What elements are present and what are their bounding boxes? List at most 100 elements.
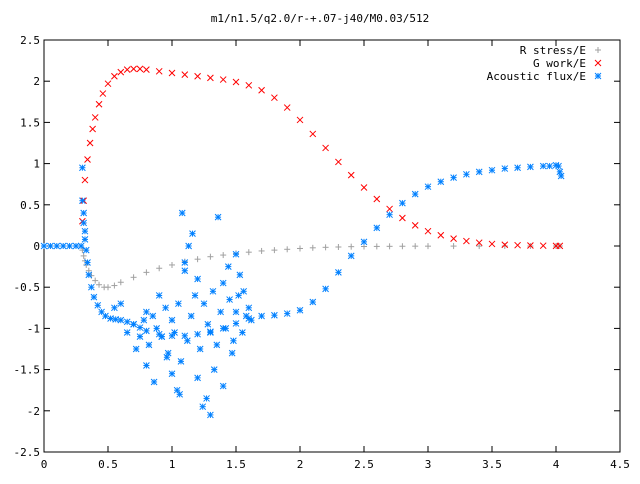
data-point xyxy=(53,242,61,250)
data-point xyxy=(245,81,253,89)
data-point xyxy=(271,94,278,102)
tick-labels: 0 0.5 1 1.5 2 2.5 3 3.5 4 4.5 -2.5 -2 -1.5 -1 -0.5 0 0.5… xyxy=(14,34,630,471)
data-point xyxy=(283,310,291,317)
data-point xyxy=(386,243,393,250)
data-point xyxy=(177,358,185,365)
data-point xyxy=(373,195,381,203)
data-point xyxy=(399,243,406,250)
data-point xyxy=(556,242,564,250)
data-point xyxy=(309,130,317,138)
data-series xyxy=(40,65,565,419)
data-point xyxy=(123,66,131,74)
data-point xyxy=(88,283,95,291)
data-point xyxy=(207,329,214,336)
data-point xyxy=(424,227,432,235)
data-point xyxy=(204,320,212,328)
data-point xyxy=(136,324,144,331)
data-point xyxy=(47,242,54,250)
data-point xyxy=(79,197,86,205)
data-point xyxy=(271,247,278,254)
data-point xyxy=(527,242,534,249)
data-point xyxy=(546,162,553,170)
data-point xyxy=(411,190,419,198)
x-tick-label: 0 xyxy=(41,458,48,471)
data-point xyxy=(111,304,118,312)
data-point xyxy=(181,267,189,275)
data-point xyxy=(399,214,406,222)
data-point xyxy=(309,244,316,251)
data-point xyxy=(77,242,85,250)
data-point xyxy=(168,332,176,340)
data-point xyxy=(209,287,217,295)
data-point xyxy=(111,72,118,80)
data-point xyxy=(117,68,125,76)
data-point xyxy=(214,213,222,221)
data-point xyxy=(194,330,201,338)
data-point xyxy=(207,411,214,419)
data-point xyxy=(488,166,496,174)
data-point xyxy=(84,156,91,163)
data-point xyxy=(168,316,176,324)
data-point xyxy=(437,231,445,239)
x-tick-label: 1.5 xyxy=(226,458,246,471)
data-point xyxy=(232,308,240,316)
data-point xyxy=(86,139,94,147)
y-tick-label: 1.5 xyxy=(20,116,40,129)
data-point xyxy=(219,279,227,287)
data-point xyxy=(476,243,483,250)
data-point xyxy=(104,80,112,88)
legend-label: Acoustic flux/E xyxy=(487,70,586,83)
data-point xyxy=(437,178,445,186)
data-point xyxy=(181,259,189,266)
data-point xyxy=(296,306,304,314)
data-point xyxy=(80,209,88,217)
y-tick-label: -1 xyxy=(27,322,40,335)
data-point xyxy=(555,162,562,170)
x-tick-label: 2.5 xyxy=(354,458,374,471)
x-tick-label: 2 xyxy=(297,458,304,471)
data-point xyxy=(89,125,96,133)
data-point xyxy=(258,312,265,320)
data-point xyxy=(386,205,393,213)
data-point xyxy=(335,269,342,276)
data-point xyxy=(514,164,521,172)
data-point xyxy=(130,320,137,328)
data-point xyxy=(539,162,547,170)
data-point xyxy=(199,403,207,411)
data-point xyxy=(99,90,107,97)
data-point xyxy=(123,318,131,326)
data-point xyxy=(296,116,304,124)
data-point xyxy=(156,265,163,272)
y-tick-label: -2.5 xyxy=(14,446,41,459)
data-point xyxy=(203,395,210,402)
data-point xyxy=(168,69,176,77)
data-point xyxy=(196,345,204,353)
data-point xyxy=(171,329,178,336)
data-point xyxy=(158,333,166,340)
data-point xyxy=(360,184,368,191)
data-point xyxy=(130,65,137,73)
legend-marker xyxy=(594,59,602,67)
data-point xyxy=(143,269,150,276)
data-point xyxy=(210,366,218,373)
y-tick-label: 1 xyxy=(33,158,40,171)
data-point xyxy=(90,293,98,301)
data-point xyxy=(297,245,303,252)
data-point xyxy=(232,250,240,258)
data-point xyxy=(140,316,148,324)
data-point xyxy=(207,253,214,260)
data-point xyxy=(335,158,342,166)
data-point xyxy=(412,243,419,250)
data-point xyxy=(463,170,470,178)
data-point xyxy=(66,242,73,250)
data-point xyxy=(80,252,87,259)
data-point xyxy=(222,325,230,332)
data-point xyxy=(424,183,432,191)
data-point xyxy=(82,246,90,254)
data-point xyxy=(105,284,111,291)
data-point xyxy=(220,252,227,259)
series-2 xyxy=(40,161,565,419)
